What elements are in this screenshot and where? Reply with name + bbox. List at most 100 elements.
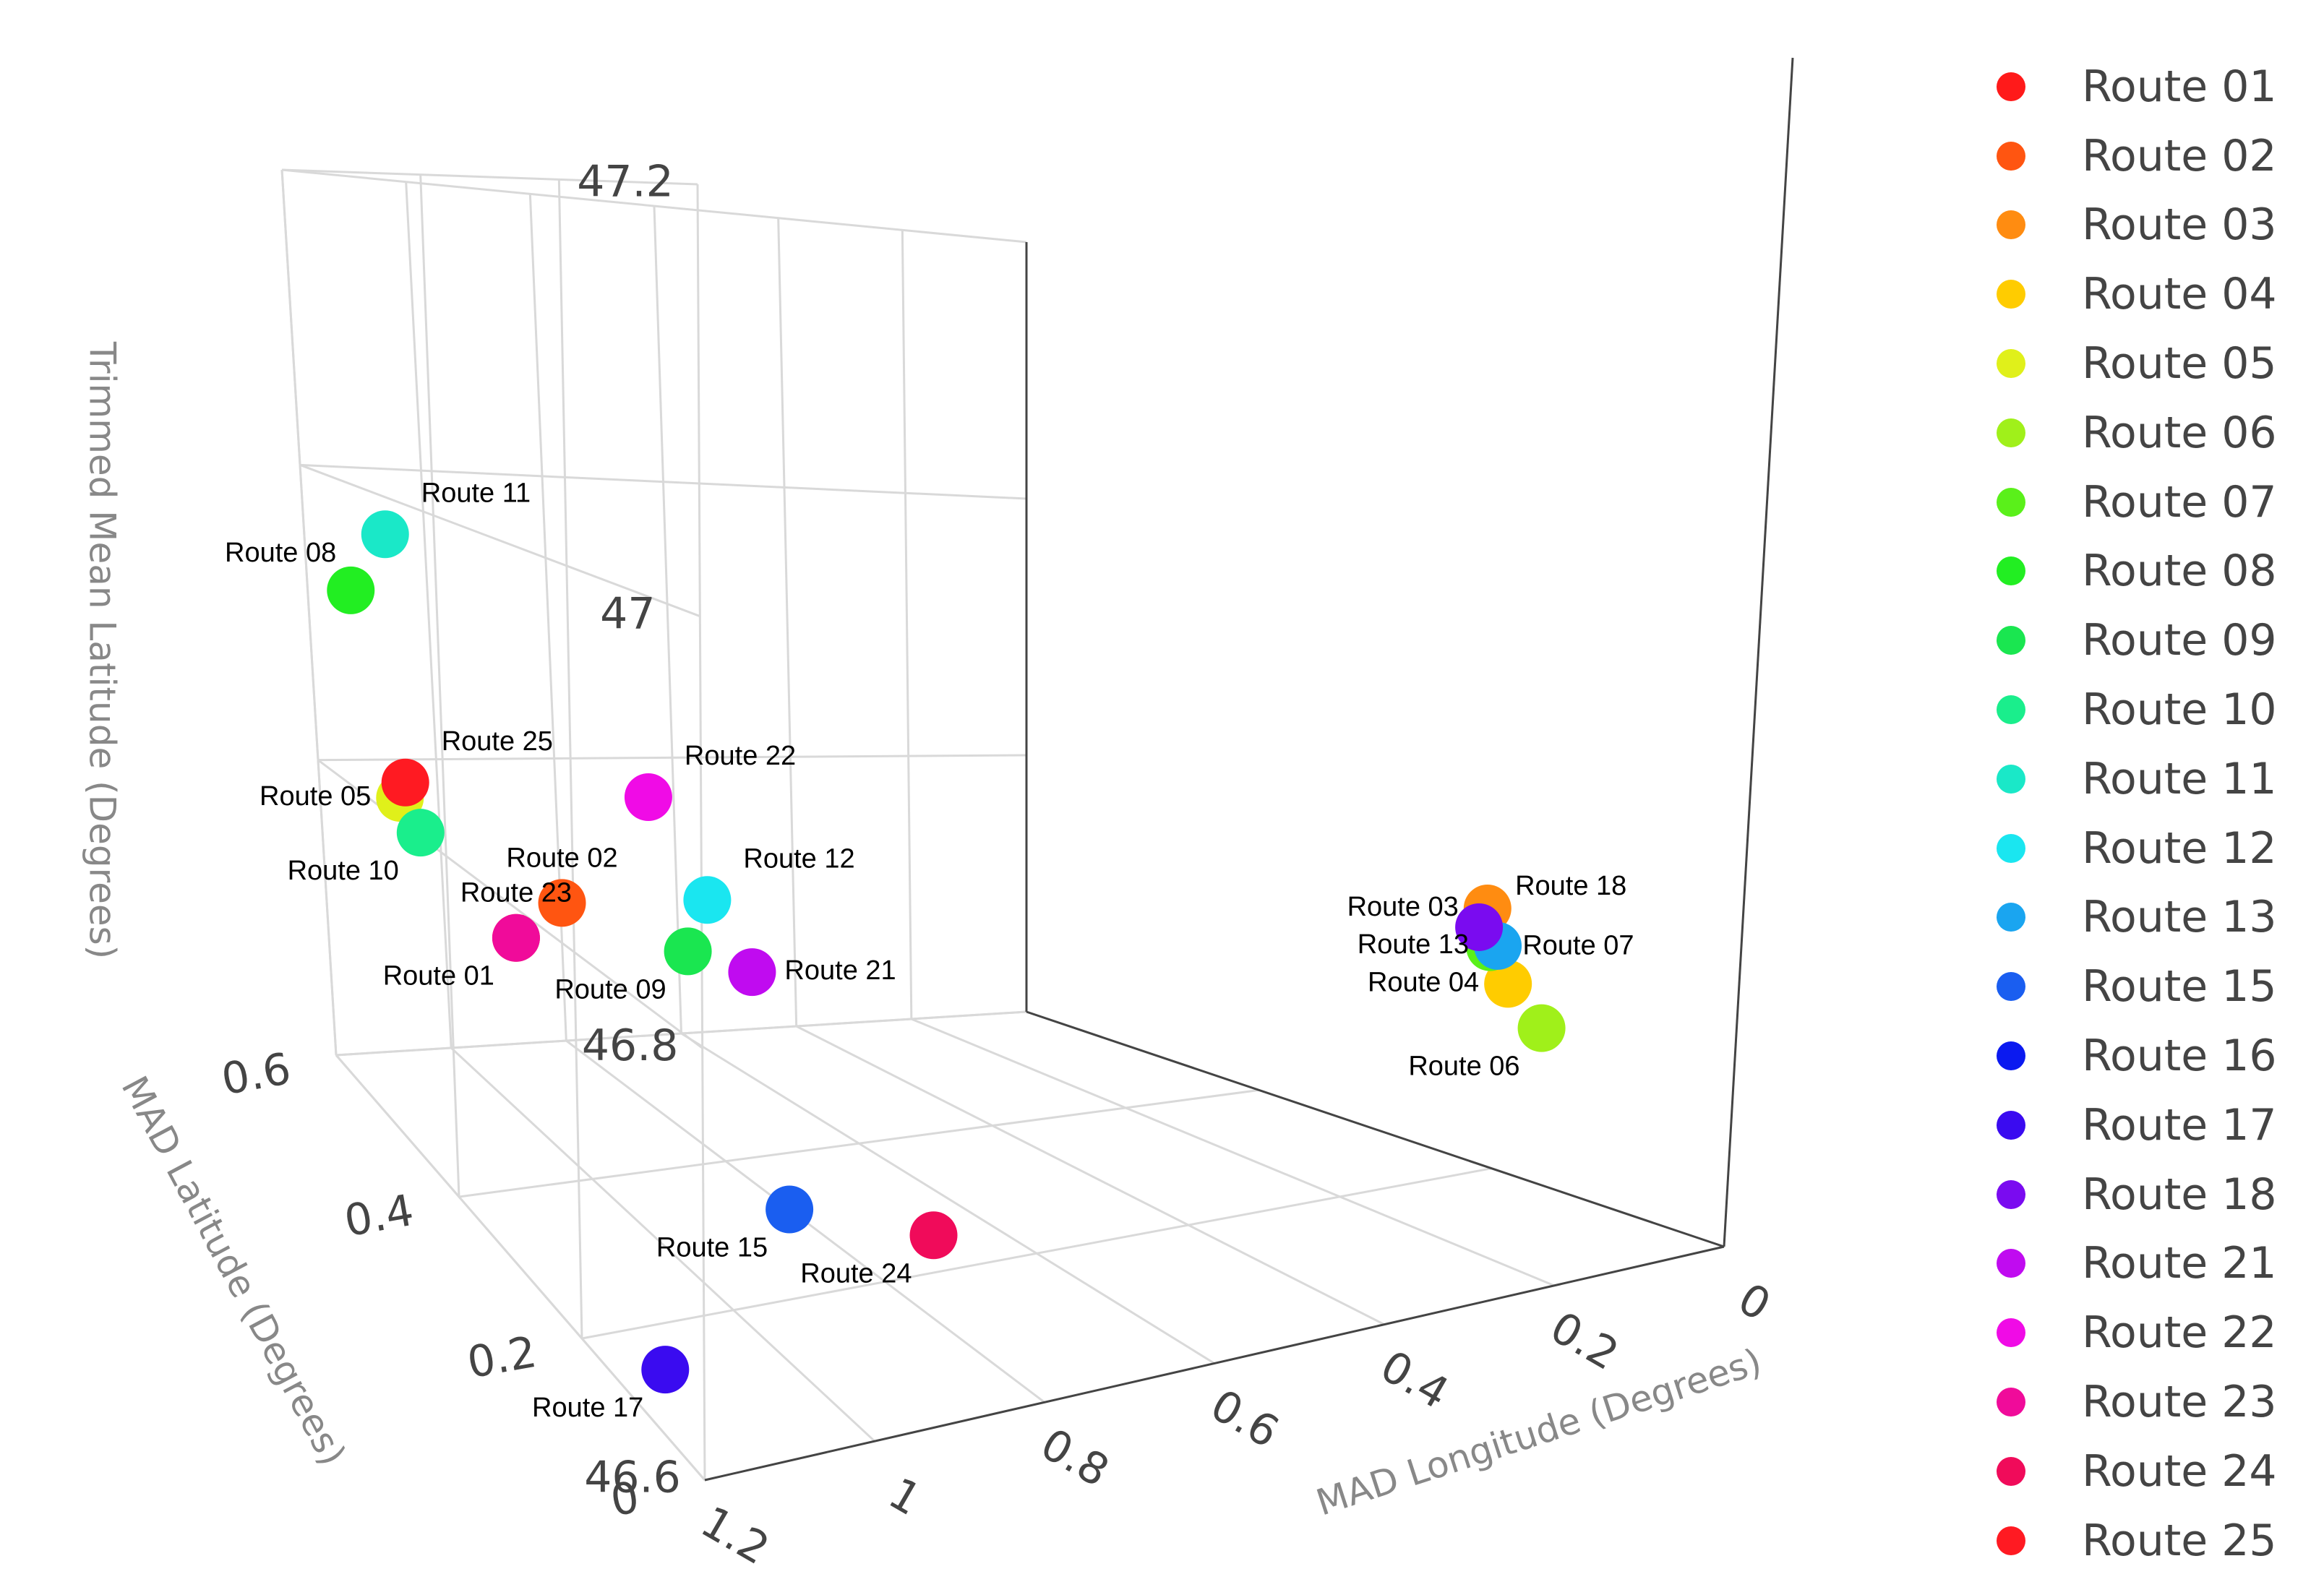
data-point[interactable] [361, 510, 409, 559]
legend-item[interactable]: Route 12 [1981, 814, 2313, 883]
grid-line-x-wall [653, 205, 682, 1034]
point-label: Route 25 [442, 726, 553, 757]
legend-swatch [1997, 764, 2025, 794]
legend-swatch [1997, 349, 2025, 379]
legend-swatch [1997, 280, 2025, 309]
point-label: Route 15 [656, 1233, 768, 1263]
z-axis-title: Trimmed Mean Latitude (Degrees) [82, 341, 124, 959]
grid-line-z-backwall [281, 168, 1027, 244]
legend-swatch [1997, 1041, 2025, 1071]
point-label: Route 21 [784, 955, 896, 986]
tick-labels: 00.20.40.60.811.200.20.40.646.646.84747.… [218, 157, 1778, 1575]
data-point[interactable] [538, 879, 586, 927]
legend-swatch [1997, 1110, 2025, 1140]
legend-label: Route 08 [2082, 546, 2277, 597]
legend-item[interactable]: Route 15 [1981, 952, 2313, 1021]
data-point[interactable] [396, 809, 445, 857]
legend-label: Route 09 [2082, 615, 2277, 666]
grid-line-x-floor [795, 1025, 1385, 1326]
legend-swatch [1997, 210, 2025, 240]
data-point[interactable] [624, 773, 672, 822]
data-point[interactable] [327, 566, 375, 614]
data-point[interactable] [728, 948, 776, 997]
point-label: Route 18 [1515, 871, 1626, 901]
legend-item[interactable]: Route 13 [1981, 883, 2313, 953]
y-axis-line-right [1026, 1010, 1725, 1248]
legend-label: Route 15 [2082, 961, 2277, 1013]
y-tick-label: 0.2 [463, 1327, 540, 1389]
data-point[interactable] [1484, 960, 1532, 1008]
point-label: Route 10 [288, 856, 399, 886]
x-tick-label: 1.2 [693, 1497, 778, 1575]
legend-label: Route 03 [2082, 199, 2277, 251]
legend-label: Route 10 [2082, 684, 2277, 736]
point-label: Route 03 [1347, 892, 1459, 922]
point-label: Route 05 [260, 781, 371, 812]
legend-item[interactable]: Route 06 [1981, 398, 2313, 468]
legend-label: Route 12 [2082, 822, 2277, 874]
data-point[interactable] [664, 927, 712, 976]
legend-item[interactable]: Route 02 [1981, 121, 2313, 191]
data-point[interactable] [1455, 903, 1504, 951]
legend-label: Route 24 [2082, 1445, 2277, 1497]
grid-line-z-leftwall [281, 168, 698, 186]
grid-line-x-wall [777, 218, 798, 1027]
z-axis-line-right [1723, 57, 1794, 1247]
legend-item[interactable]: Route 11 [1981, 744, 2313, 814]
x-tick-label: 0 [1730, 1273, 1779, 1331]
point-label: Route 01 [383, 961, 494, 992]
z-tick-label: 46.8 [582, 1020, 679, 1071]
y-tick-label: 0.4 [340, 1185, 417, 1247]
legend-label: Route 13 [2082, 892, 2277, 943]
data-point[interactable] [683, 876, 732, 924]
grid-lines [280, 168, 1725, 1482]
legend-label: Route 18 [2082, 1169, 2277, 1220]
legend-swatch [1997, 833, 2025, 863]
legend-item[interactable]: Route 22 [1981, 1298, 2313, 1367]
legend-swatch [1997, 556, 2025, 586]
legend-swatch [1997, 903, 2025, 932]
legend-item[interactable]: Route 10 [1981, 675, 2313, 744]
grid-line-x-floor [450, 1046, 876, 1443]
z-tick-label: 46.6 [584, 1453, 681, 1503]
legend-item[interactable]: Route 07 [1981, 468, 2313, 537]
legend-item[interactable]: Route 05 [1981, 329, 2313, 398]
grid-line-x-wall [280, 169, 338, 1056]
legend-item[interactable]: Route 17 [1981, 1091, 2313, 1160]
legend-swatch [1997, 487, 2025, 517]
point-label: Route 07 [1522, 931, 1634, 961]
data-points[interactable] [327, 0, 1566, 1394]
data-point[interactable] [641, 1346, 690, 1394]
grid-line-z-backwall [299, 463, 1027, 500]
data-point[interactable] [1517, 1004, 1566, 1052]
legend-item[interactable]: Route 08 [1981, 537, 2313, 606]
legend-item[interactable]: Route 04 [1981, 259, 2313, 329]
legend-item[interactable]: Route 09 [1981, 606, 2313, 675]
data-point[interactable] [766, 1185, 814, 1234]
data-point[interactable] [492, 913, 540, 962]
legend-item[interactable]: Route 03 [1981, 191, 2313, 260]
legend-swatch [1997, 972, 2025, 1002]
legend-label: Route 21 [2082, 1238, 2277, 1289]
x-tick-label: 0.2 [1542, 1302, 1627, 1380]
x-tick-label: 0.8 [1032, 1419, 1118, 1497]
legend-item[interactable]: Route 23 [1981, 1367, 2313, 1437]
z-tick-label: 47 [600, 588, 655, 639]
legend-swatch [1997, 418, 2025, 447]
data-point[interactable] [381, 758, 429, 807]
data-point[interactable] [909, 1211, 958, 1260]
legend-item[interactable]: Route 16 [1981, 1021, 2313, 1091]
point-label: Route 02 [506, 843, 617, 873]
axis-lines [704, 57, 1794, 1482]
legend-item[interactable]: Route 21 [1981, 1229, 2313, 1299]
legend-swatch [1997, 695, 2025, 725]
legend-item[interactable]: Route 24 [1981, 1437, 2313, 1506]
legend-item[interactable]: Route 01 [1981, 52, 2313, 121]
legend-swatch [1997, 1456, 2025, 1486]
point-label: Route 06 [1408, 1052, 1519, 1082]
legend-item[interactable]: Route 25 [1981, 1506, 2313, 1575]
legend-label: Route 06 [2082, 407, 2277, 458]
legend-item[interactable]: Route 18 [1981, 1160, 2313, 1229]
point-label: Route 09 [554, 974, 666, 1005]
